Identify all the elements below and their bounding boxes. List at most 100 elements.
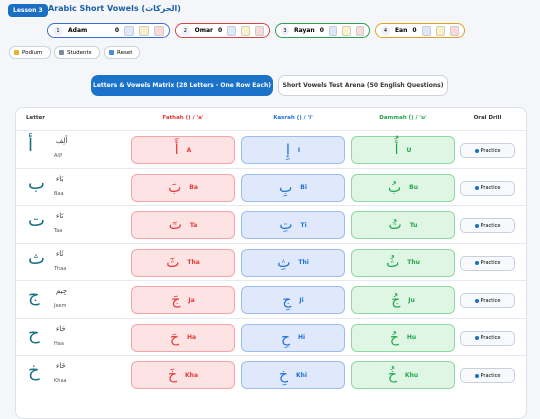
dammah-arabic: أُ: [394, 142, 399, 158]
toolbar-icon: [59, 50, 64, 55]
fathah-arabic: حَ: [169, 329, 179, 346]
toolbar-icon: [14, 50, 19, 55]
kasrah-cell[interactable]: جِ Ji: [241, 286, 345, 314]
player-number: 3: [281, 25, 289, 36]
practice-button[interactable]: Practice: [460, 143, 515, 158]
player-score: 0: [218, 27, 223, 34]
fathah-arabic: ثَ: [166, 254, 180, 271]
dammah-cell[interactable]: ثُ Thu: [351, 248, 455, 277]
letter: أ: [28, 135, 34, 156]
tab[interactable]: Short Vowels Test Arena (50 English Ques…: [278, 75, 448, 96]
practice-icon: [474, 223, 479, 228]
practice-label: Practice: [480, 297, 501, 304]
letter-arabic-name: ثَاء: [56, 249, 64, 258]
practice-icon: [474, 148, 479, 153]
fathah-cell[interactable]: أَ A: [131, 136, 235, 164]
player-name: Rayan: [293, 27, 315, 34]
score-button[interactable]: [435, 25, 445, 36]
fathah-cell[interactable]: ثَ Tha: [131, 248, 235, 277]
fathah-cell[interactable]: جَ Ja: [131, 286, 235, 314]
practice-icon: [474, 298, 479, 303]
dammah-latin: Tu: [409, 221, 418, 229]
practice-button[interactable]: Practice: [460, 255, 515, 271]
dammah-latin: Bu: [409, 184, 419, 191]
letter-name: Taa: [54, 228, 63, 234]
kasrah-latin: Bi: [300, 184, 307, 191]
table-row: أ أَلِف Alif أَ A إِ I أُ U Practice: [16, 130, 526, 168]
score-button[interactable]: [124, 25, 134, 36]
letter: ج: [28, 285, 40, 306]
score-button[interactable]: [449, 25, 460, 36]
kasrah-cell[interactable]: إِ I: [241, 136, 345, 164]
score-button[interactable]: [421, 25, 431, 36]
player-pill: 3 Rayan 0: [275, 23, 370, 38]
table-row: ث ثَاء Thaa ثَ Tha ثِ Thi ثُ Thu Practice: [16, 242, 526, 281]
dammah-cell[interactable]: أُ U: [351, 136, 455, 164]
kasrah-cell[interactable]: حِ Hi: [241, 323, 345, 352]
table-row: ب بَاء Baa بَ Ba بِ Bi بُ Bu Practice: [16, 167, 526, 206]
fathah-latin: Ba: [189, 184, 198, 191]
practice-button[interactable]: Practice: [460, 180, 515, 196]
fathah-latin: Ja: [188, 296, 195, 304]
toolbar-button[interactable]: Reset: [104, 46, 140, 59]
fathah-arabic: أَ: [174, 142, 179, 158]
kasrah-cell[interactable]: تِ Ti: [241, 211, 345, 239]
letter-arabic-name: جِيم: [56, 287, 68, 295]
letter-name: Khaa: [54, 378, 67, 384]
fathah-cell[interactable]: بَ Ba: [131, 173, 235, 202]
fathah-cell[interactable]: تَ Ta: [131, 211, 235, 239]
toolbar-label: Reset: [117, 49, 133, 56]
score-button[interactable]: [227, 25, 237, 36]
lesson-badge: Lesson 3: [8, 4, 48, 17]
score-button[interactable]: [255, 25, 264, 36]
kasrah-latin: Hi: [297, 334, 306, 341]
score-button[interactable]: [241, 25, 251, 36]
kasrah-cell[interactable]: ثِ Thi: [241, 248, 345, 277]
score-button[interactable]: [154, 25, 164, 36]
letter: ت: [28, 210, 45, 231]
practice-label: Practice: [480, 260, 501, 266]
player-score: 0: [412, 27, 417, 34]
kasrah-arabic: بِ: [279, 179, 293, 196]
fathah-cell[interactable]: حَ Ha: [131, 323, 235, 352]
practice-button[interactable]: Practice: [460, 293, 515, 308]
kasrah-arabic: جِ: [282, 292, 292, 308]
column-header: Oral Drill: [473, 115, 502, 121]
letter-name: Baa: [54, 190, 64, 197]
score-button[interactable]: [342, 25, 351, 36]
fathah-arabic: جَ: [171, 292, 181, 308]
dammah-arabic: ثُ: [386, 254, 400, 271]
letter-arabic-name: حَاء: [56, 324, 66, 333]
letter-name: Alif: [54, 153, 62, 159]
toolbar-button[interactable]: Podium: [9, 46, 51, 59]
letter: خ: [28, 360, 40, 381]
practice-button[interactable]: Practice: [460, 330, 515, 346]
fathah-arabic: خَ: [167, 367, 178, 383]
dammah-cell[interactable]: بُ Bu: [351, 173, 455, 202]
practice-label: Practice: [480, 222, 501, 229]
kasrah-cell[interactable]: خِ Khi: [241, 361, 345, 389]
player-number: 2: [181, 25, 190, 36]
page: Lesson 3 Arabic Short Vowels (الحركات) L…: [8, 4, 527, 419]
score-button[interactable]: [355, 25, 364, 36]
fathah-cell[interactable]: خَ Kha: [131, 361, 235, 389]
kasrah-latin: Thi: [298, 259, 309, 266]
practice-button[interactable]: Practice: [460, 218, 515, 233]
dammah-cell[interactable]: خُ Khu: [351, 361, 455, 389]
practice-icon: [474, 336, 479, 340]
practice-icon: [474, 261, 479, 265]
letter-name: Thaa: [54, 265, 67, 272]
letter-arabic-name: أَلِف: [56, 137, 68, 145]
dammah-cell[interactable]: تُ Tu: [351, 211, 455, 239]
kasrah-cell[interactable]: بِ Bi: [241, 173, 345, 202]
letter-name: Haa: [54, 340, 64, 347]
toolbar-button[interactable]: Students: [54, 46, 100, 59]
tab[interactable]: Letters & Vowels Matrix (28 Letters - On…: [91, 75, 273, 96]
score-button[interactable]: [139, 25, 149, 36]
dammah-cell[interactable]: حُ Hu: [351, 323, 455, 352]
dammah-arabic: خُ: [387, 367, 397, 383]
score-button[interactable]: [328, 25, 338, 36]
dammah-cell[interactable]: جُ Ju: [351, 286, 455, 314]
table-row: ت تَاء Taa تَ Ta تِ Ti تُ Tu Practice: [16, 205, 526, 243]
practice-button[interactable]: Practice: [460, 368, 515, 383]
